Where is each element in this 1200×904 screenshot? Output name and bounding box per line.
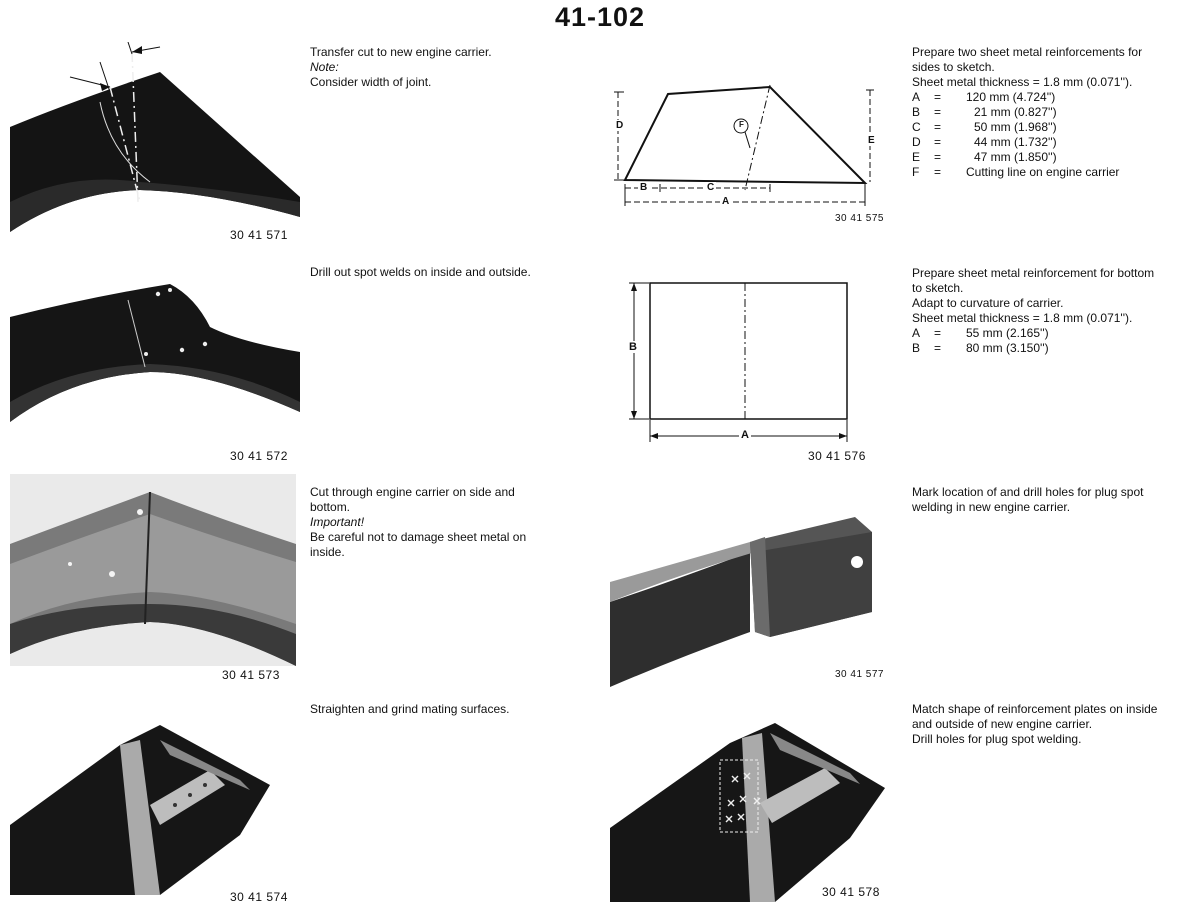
step-text: Transfer cut to new engine carrier. Note…: [310, 45, 590, 90]
spec-equals: =: [934, 341, 942, 355]
spec-row: A = 120 mm (4.724''): [912, 90, 1192, 105]
figure-caption: 30 41 572: [230, 449, 288, 463]
figure-caption: 30 41 573: [222, 668, 280, 682]
photo-drill-holes-new-carrier: [610, 512, 880, 690]
side-reinforcement-sketch: D E F B C A: [610, 80, 890, 210]
instruction-line: Transfer cut to new engine carrier.: [310, 45, 492, 59]
instruction-line: welding in new engine carrier.: [912, 500, 1071, 514]
spec-equals: =: [934, 105, 942, 119]
figure-caption: 30 41 578: [822, 885, 880, 899]
spec-key: D: [912, 135, 921, 149]
step-text: Straighten and grind mating surfaces.: [310, 702, 600, 717]
instruction-line: Mark location of and drill holes for plu…: [912, 485, 1144, 499]
spec-key: B: [912, 341, 921, 355]
instruction-line: to sketch.: [912, 281, 964, 295]
dim-label-e: E: [866, 135, 877, 146]
figure-caption: 30 41 574: [230, 890, 288, 904]
spec-equals: =: [934, 165, 942, 179]
spec-row: A = 55 mm (2.165''): [912, 326, 1197, 341]
instruction-line: Sheet metal thickness = 1.8 mm (0.071'')…: [912, 311, 1133, 325]
step-text: Drill out spot welds on inside and outsi…: [310, 265, 600, 280]
instruction-line: Drill out spot welds on inside and outsi…: [310, 265, 531, 279]
spec-key: F: [912, 165, 920, 179]
photo-cut-through-carrier: [10, 474, 296, 666]
spec-value: 21 mm (0.827''): [974, 105, 1057, 119]
instruction-line: Be careful not to damage sheet metal on: [310, 530, 527, 544]
instruction-line: sides to sketch.: [912, 60, 995, 74]
important-label: Important!: [310, 515, 365, 529]
instruction-line: inside.: [310, 545, 345, 559]
instruction-line: Adapt to curvature of carrier.: [912, 296, 1064, 310]
step-text: Mark location of and drill holes for plu…: [912, 485, 1197, 515]
dim-label-b: B: [638, 182, 650, 193]
spec-key: A: [912, 326, 921, 340]
spec-equals: =: [934, 326, 942, 340]
instruction-line: Cut through engine carrier on side and: [310, 485, 515, 499]
instruction-line: bottom.: [310, 500, 351, 514]
instruction-line: Sheet metal thickness = 1.8 mm (0.071'')…: [912, 75, 1133, 89]
instruction-line: Consider width of joint.: [310, 75, 432, 89]
spec-equals: =: [934, 120, 942, 134]
spec-row: B = 80 mm (3.150''): [912, 341, 1197, 356]
instruction-line: Match shape of reinforcement plates on i…: [912, 702, 1158, 716]
spec-value: 50 mm (1.968''): [974, 120, 1057, 134]
figure-caption: 30 41 571: [230, 228, 288, 242]
bottom-reinforcement-sketch: B A: [625, 278, 855, 448]
instruction-line: Prepare sheet metal reinforcement for bo…: [912, 266, 1155, 280]
spec-row: F = Cutting line on engine carrier: [912, 165, 1192, 180]
photo-grind-mating-surfaces: [10, 725, 280, 895]
spec-equals: =: [934, 135, 942, 149]
spec-value: 120 mm (4.724''): [966, 90, 1056, 104]
spec-key: A: [912, 90, 921, 104]
dim-label-b: B: [627, 341, 639, 353]
photo-reinforcement-plates: [610, 718, 890, 902]
spec-value: 55 mm (2.165''): [966, 326, 1049, 340]
dim-label-f: F: [739, 120, 744, 129]
spec-key: B: [912, 105, 921, 119]
instruction-line: Drill holes for plug spot welding.: [912, 732, 1082, 746]
spec-value: 44 mm (1.732''): [974, 135, 1057, 149]
step-text: Cut through engine carrier on side and b…: [310, 485, 600, 560]
instruction-line: Prepare two sheet metal reinforcements f…: [912, 45, 1143, 59]
dim-label-a: A: [720, 196, 732, 207]
spec-row: B = 21 mm (0.827''): [912, 105, 1192, 120]
figure-caption: 30 41 577: [835, 669, 884, 680]
step-text: Match shape of reinforcement plates on i…: [912, 702, 1197, 747]
dim-label-a: A: [739, 429, 751, 441]
photo-cut-transfer: [10, 42, 300, 232]
spec-key: C: [912, 120, 921, 134]
dim-label-d: D: [614, 120, 626, 131]
photo-drill-spot-welds: [10, 272, 300, 447]
figure-caption: 30 41 575: [835, 213, 884, 224]
spec-value: 47 mm (1.850''): [974, 150, 1057, 164]
spec-row: E = 47 mm (1.850''): [912, 150, 1192, 165]
instruction-line: Straighten and grind mating surfaces.: [310, 702, 510, 716]
dim-label-c: C: [705, 182, 717, 193]
page-number: 41-102: [554, 2, 646, 32]
spec-equals: =: [934, 90, 942, 104]
step-text: Prepare two sheet metal reinforcements f…: [912, 45, 1192, 180]
note-label: Note:: [310, 60, 339, 74]
spec-key: E: [912, 150, 921, 164]
figure-caption: 30 41 576: [808, 449, 866, 463]
spec-value: 80 mm (3.150''): [966, 341, 1049, 355]
spec-equals: =: [934, 150, 942, 164]
step-text: Prepare sheet metal reinforcement for bo…: [912, 266, 1197, 356]
spec-row: D = 44 mm (1.732''): [912, 135, 1192, 150]
spec-value: Cutting line on engine carrier: [966, 165, 1120, 179]
instruction-line: and outside of new engine carrier.: [912, 717, 1093, 731]
spec-row: C = 50 mm (1.968''): [912, 120, 1192, 135]
